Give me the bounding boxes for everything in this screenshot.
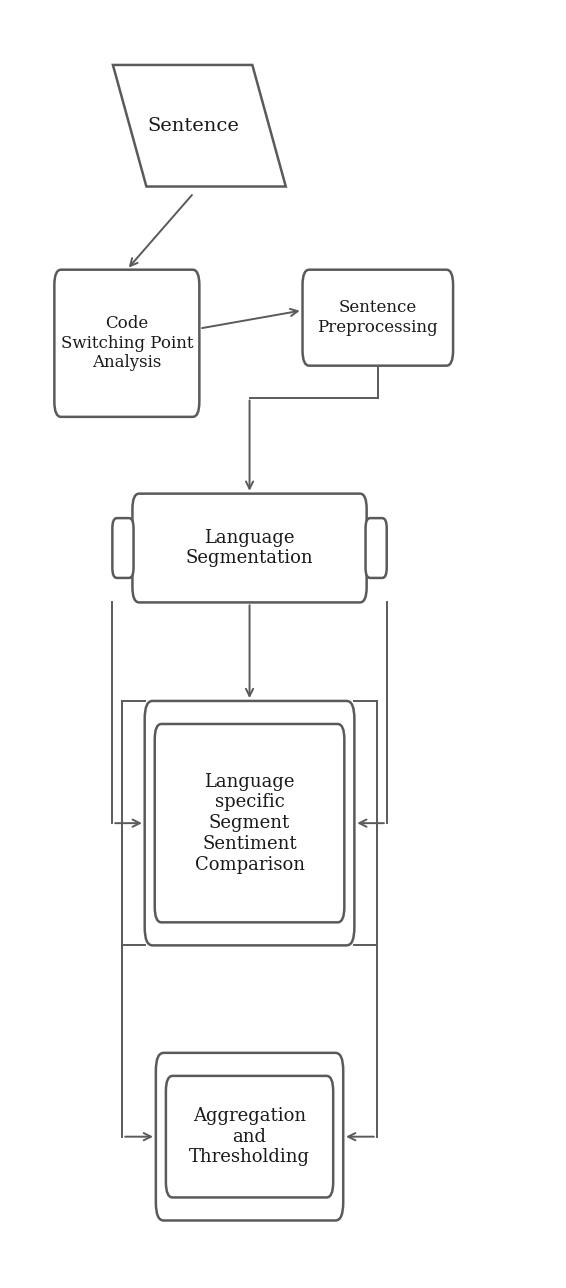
FancyBboxPatch shape [166, 1075, 333, 1198]
FancyBboxPatch shape [54, 269, 199, 417]
FancyBboxPatch shape [366, 518, 387, 578]
FancyBboxPatch shape [145, 701, 354, 945]
Text: Language
Segmentation: Language Segmentation [186, 528, 314, 568]
Polygon shape [113, 64, 286, 187]
FancyBboxPatch shape [132, 493, 367, 603]
FancyBboxPatch shape [113, 518, 134, 578]
Text: Aggregation
and
Thresholding: Aggregation and Thresholding [189, 1106, 310, 1167]
Text: Code
Switching Point
Analysis: Code Switching Point Analysis [61, 316, 193, 371]
Text: Language
specific
Segment
Sentiment
Comparison: Language specific Segment Sentiment Comp… [195, 773, 305, 873]
FancyBboxPatch shape [302, 269, 453, 366]
Text: Sentence: Sentence [148, 117, 240, 135]
FancyBboxPatch shape [156, 1052, 343, 1221]
FancyBboxPatch shape [155, 724, 344, 922]
Text: Sentence
Preprocessing: Sentence Preprocessing [318, 299, 438, 336]
